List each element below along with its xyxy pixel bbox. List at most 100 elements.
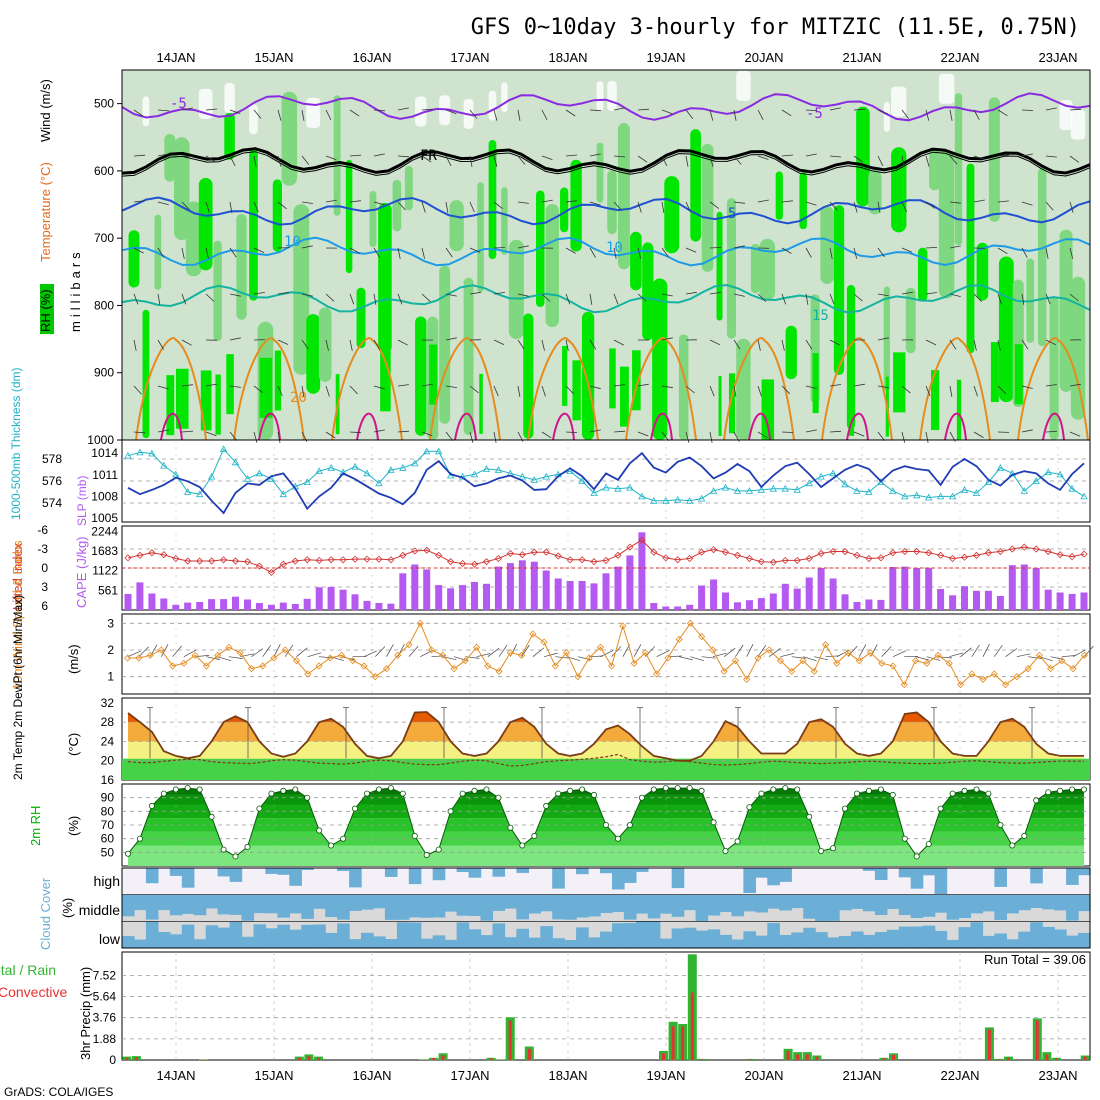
rh-blob [213, 240, 222, 342]
rh-point [220, 846, 227, 853]
lifted-index-point [1020, 543, 1028, 551]
wind-barb [997, 293, 1002, 305]
cloud-low-cell [898, 926, 912, 948]
rh-point [985, 790, 992, 797]
wind-barb [301, 109, 305, 121]
wind-barb [349, 385, 358, 395]
rh-blob [281, 91, 298, 186]
wind-barb [949, 155, 958, 165]
wind-barb [997, 247, 1008, 255]
rh-dry-patch [415, 96, 427, 127]
wind-barb [1069, 247, 1074, 259]
cape-bar [566, 581, 574, 610]
wind-speed-point [641, 649, 649, 657]
cloud-middle-cell [408, 894, 422, 918]
cloud-high-cell [898, 868, 912, 878]
wind-barb [565, 154, 578, 157]
rh-point [375, 786, 382, 793]
wind-barb [349, 339, 353, 351]
wind-barb [1045, 431, 1058, 433]
wind-barb [469, 155, 473, 167]
wind-barb [1069, 201, 1074, 213]
wind-speed-point [394, 651, 402, 659]
wind-barb [613, 201, 622, 211]
thickness-point [948, 492, 957, 500]
wind-barb [613, 247, 617, 259]
wind-speed-point [135, 654, 143, 662]
cape-bar [184, 602, 192, 610]
thickness-point [1020, 487, 1028, 494]
wind-barb [229, 337, 241, 341]
cloud-middle-cell [361, 894, 374, 910]
thickness-point [709, 487, 718, 494]
rh-blob [200, 370, 212, 431]
cloud-low-cell [623, 923, 637, 948]
wind-barb [397, 155, 410, 158]
cloud-middle-cell [1030, 894, 1043, 908]
wind-speed-point [157, 646, 165, 654]
precip-conv-bar [805, 1054, 809, 1060]
wind-barb [701, 656, 716, 659]
wind-speed-point [315, 662, 323, 670]
cloud-low-cell [1078, 932, 1091, 948]
rh-blob [259, 357, 273, 418]
cape-bar [196, 602, 204, 610]
thickness-point [136, 448, 144, 456]
wind-barb [373, 385, 385, 390]
cloud-middle-cell [623, 894, 637, 920]
wind-barb [661, 431, 670, 441]
cloud-high-cell [922, 868, 936, 876]
wind-speed-point [405, 641, 413, 649]
cloud-middle-cell [815, 894, 828, 922]
wind-barb [589, 109, 602, 112]
cloud-middle-cell [886, 894, 900, 909]
wind-barb [805, 339, 813, 350]
cape-bar [686, 604, 694, 611]
cloud-cover-panel [121, 867, 1091, 949]
rh-point [746, 804, 753, 811]
precip-side-labels: Total / Rain Convective 3hr Precip (mm) … [0, 952, 1086, 1060]
wind-barb [589, 247, 596, 258]
wind-barb [829, 293, 835, 305]
cloud-low-cell [862, 934, 876, 948]
cloud-unit-label: (%) [60, 898, 75, 918]
rh-blob [345, 159, 353, 274]
cloud-low-cell [791, 932, 804, 948]
cloud-low-cell [815, 932, 828, 948]
rh-blob [905, 287, 916, 354]
cloud-low-cell [468, 929, 482, 948]
cloud-middle-cell [779, 894, 792, 911]
top-date-axis: 14JAN 15JAN 16JAN 17JAN 18JAN 19JAN 20JA… [156, 50, 1077, 65]
wind-barb [925, 431, 929, 443]
cloud-low-cell [958, 927, 972, 948]
temp-band-fill [128, 722, 1084, 742]
thickness-point [327, 463, 335, 471]
lifted-index-point [184, 557, 192, 565]
wind-barb [805, 293, 809, 305]
slp-line [127, 451, 1085, 515]
wind-barb [253, 247, 265, 253]
wind-barb [301, 201, 313, 204]
cloud-low-cell [217, 927, 231, 948]
cloud-low-cell [731, 939, 745, 948]
lifted-index-point [411, 547, 419, 555]
wind-barb [881, 646, 892, 657]
precip-conv-bar [671, 1026, 675, 1061]
cloud-middle-cell [588, 894, 601, 917]
top-date-label: 21JAN [842, 50, 881, 65]
rh-blob [477, 182, 484, 293]
wind-barb [161, 644, 169, 657]
cape-bar [793, 588, 801, 610]
wind-barb [637, 201, 642, 213]
precip-conv-bar [489, 1058, 493, 1060]
cape-bar [805, 577, 813, 610]
wind-speed-point [225, 643, 233, 651]
wind-barb [301, 155, 310, 165]
cape-bar [757, 598, 765, 610]
cape-bar [351, 594, 359, 611]
panel-frame [121, 867, 1091, 949]
wind-barb [829, 155, 842, 158]
lifted-index-point [877, 554, 885, 562]
precip-conv-bar [125, 1057, 129, 1061]
